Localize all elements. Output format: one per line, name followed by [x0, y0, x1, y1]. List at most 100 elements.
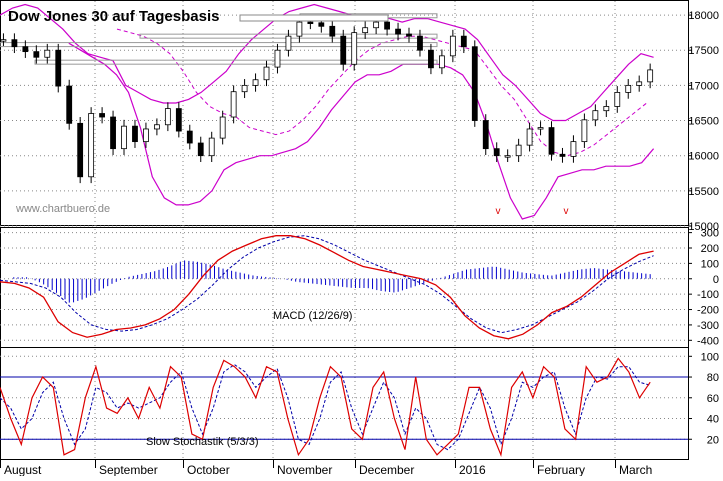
month-label: March: [619, 463, 652, 476]
macd-layer: [0, 235, 654, 340]
candle-body: [307, 21, 314, 24]
month-label: August: [4, 463, 42, 476]
month-label: February: [537, 463, 585, 476]
candle-body: [55, 49, 62, 87]
month-label: 2016: [459, 463, 486, 476]
y-tick-label: 18000: [688, 10, 719, 22]
y-tick-label: 17000: [688, 80, 719, 92]
candle-body: [296, 21, 303, 37]
y-tick-label: 0: [713, 274, 719, 286]
candle-body: [175, 108, 182, 132]
level-box: [34, 59, 438, 65]
y-tick-label: 16500: [688, 116, 719, 128]
y-tick-label: 200: [701, 243, 719, 255]
y-tick-label: 80: [707, 372, 719, 384]
candle-body: [230, 91, 237, 118]
low-marker: v: [496, 206, 501, 217]
stoch-panel-frame: [0, 347, 689, 460]
candle-body: [625, 84, 632, 93]
macd-label: MACD (12/26/9): [273, 310, 352, 322]
macd-line: [0, 235, 654, 340]
candle-body: [417, 35, 423, 51]
candle-body: [449, 35, 456, 57]
candle-body: [252, 79, 259, 86]
stoch-k-line: [0, 357, 651, 458]
bollinger-lower-line: [68, 42, 655, 220]
candle-body: [647, 69, 654, 83]
y-tick-label: 16000: [688, 151, 719, 163]
y-tick-label: -100: [697, 289, 719, 301]
y-tick-label: 15500: [688, 186, 719, 198]
candle-body: [285, 35, 292, 51]
candle-body: [362, 27, 369, 34]
moving-average-line: [116, 28, 648, 157]
y-tick-label: 40: [707, 414, 719, 426]
candle-body: [22, 46, 29, 53]
candle-body: [121, 125, 127, 150]
candle-body: [351, 32, 358, 65]
title-underline-box: [239, 14, 389, 22]
candle-body: [482, 120, 489, 150]
y-tick-label: -200: [697, 305, 719, 317]
candle-body: [197, 142, 204, 157]
candle-body: [33, 51, 40, 58]
level-box: [0, 42, 438, 48]
candle-body: [548, 127, 555, 155]
candle-body: [603, 106, 610, 112]
candle-body: [329, 25, 336, 37]
y-tick-label: 300: [701, 228, 719, 240]
candle-body: [471, 46, 478, 121]
candle-body: [428, 49, 434, 69]
candle-body: [570, 141, 577, 157]
candle-body: [77, 122, 84, 178]
candle-body: [340, 35, 347, 65]
candle-body: [537, 127, 544, 130]
candle-body: [373, 21, 380, 29]
candle-body: [395, 28, 401, 35]
candle-body: [318, 22, 325, 27]
month-label: December: [359, 463, 414, 476]
candle-body: [143, 128, 149, 143]
stoch-label: Slow Stochastik (5/3/3): [146, 436, 259, 448]
candle-body: [460, 35, 467, 48]
y-tick-label: 60: [707, 393, 719, 405]
y-tick-label: 17500: [688, 45, 719, 57]
low-marker: v: [564, 206, 569, 217]
y-tick-label: 100: [701, 258, 719, 270]
candle-body: [274, 49, 281, 68]
candle-body: [504, 155, 511, 158]
y-tick-label: -400: [697, 335, 719, 347]
month-label: November: [277, 463, 332, 476]
candle-body: [614, 92, 621, 107]
candle-body: [99, 113, 105, 118]
candle-body: [406, 33, 412, 37]
axis-labels: August September October November December 20…: [0, 10, 719, 477]
candle-body: [11, 39, 18, 48]
y-tick-label: 100: [701, 351, 719, 363]
candle-body: [438, 55, 445, 69]
candle-body: [110, 116, 116, 150]
y-tick-label: 15000: [688, 221, 719, 233]
y-tick-label: -300: [697, 320, 719, 332]
month-label: October: [187, 463, 230, 476]
candle-body: [493, 148, 500, 157]
y-tick-label: 20: [707, 434, 719, 446]
candle-body: [636, 81, 643, 86]
stoch-d-line: [0, 363, 651, 451]
candle-body: [219, 116, 226, 139]
watermark: www.chartbuero.de: [15, 203, 110, 215]
chart-title: Dow Jones 30 auf Tagesbasis: [8, 8, 219, 25]
candle-body: [186, 130, 193, 144]
candle-body: [592, 110, 599, 121]
candle-body: [66, 85, 73, 124]
candle-body: [88, 113, 95, 178]
candle-body: [44, 49, 51, 58]
candle-body: [559, 153, 566, 157]
candle-body: [0, 39, 7, 42]
stoch-layer: [0, 357, 688, 458]
month-label: September: [99, 463, 158, 476]
candle-body: [526, 128, 533, 146]
